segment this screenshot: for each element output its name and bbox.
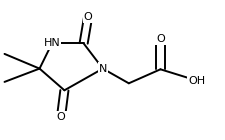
Text: O: O <box>56 112 65 122</box>
Text: N: N <box>98 64 107 74</box>
Text: O: O <box>155 34 164 44</box>
Text: HN: HN <box>43 38 60 48</box>
Text: O: O <box>83 12 92 22</box>
Text: OH: OH <box>187 75 204 86</box>
